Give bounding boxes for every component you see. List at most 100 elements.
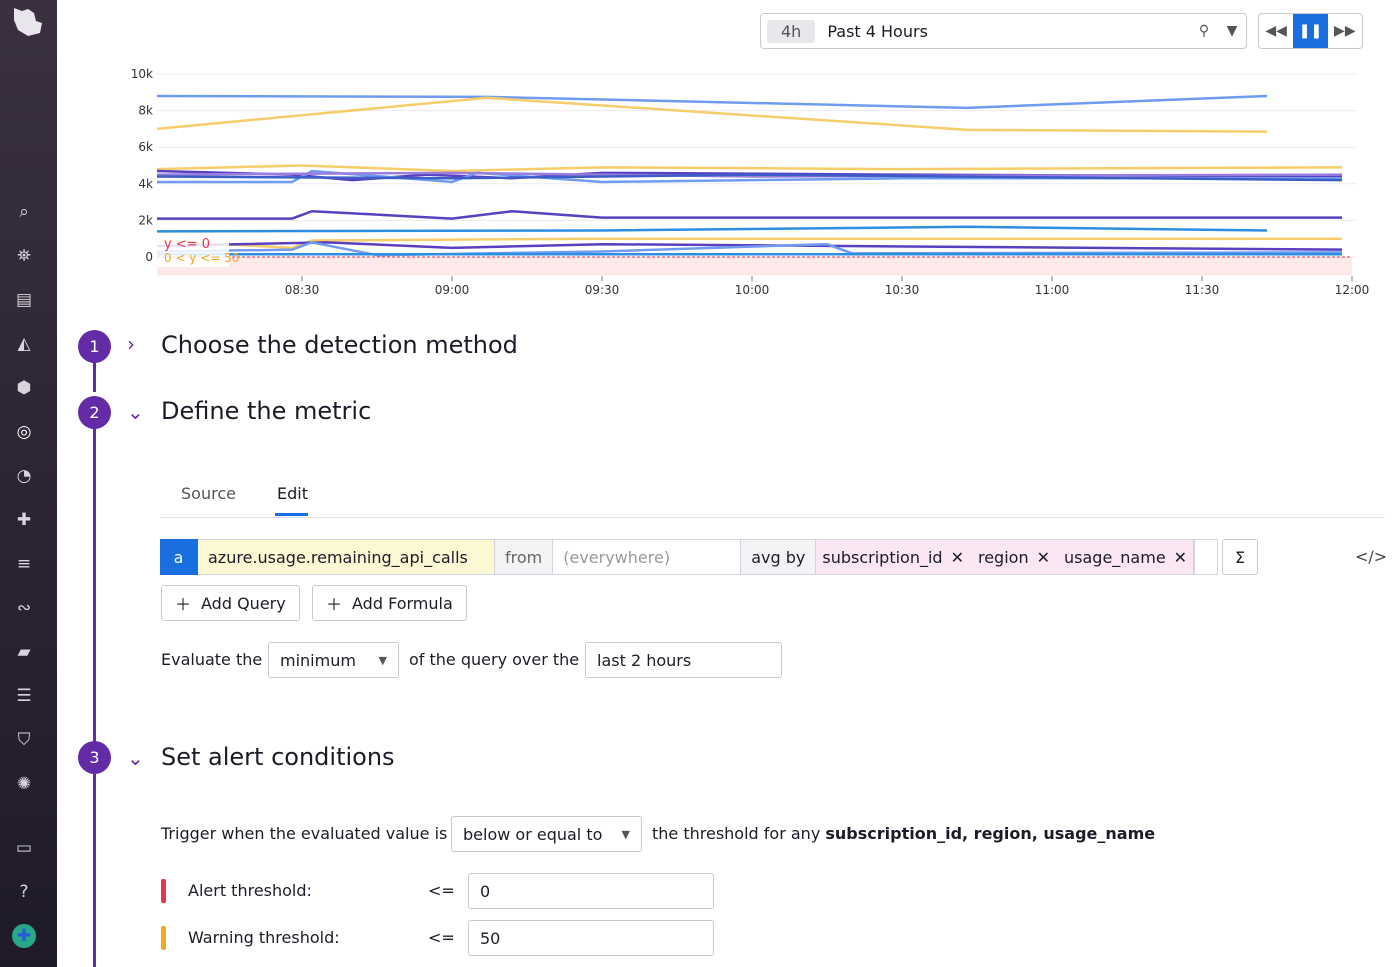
timeframe-label: Past 4 Hours <box>827 21 928 41</box>
remove-tag-icon[interactable]: ✕ <box>1036 547 1050 567</box>
step-1-title[interactable]: Choose the detection method <box>161 331 518 359</box>
scope-input[interactable]: (everywhere) <box>553 539 742 575</box>
chevron-right-icon[interactable]: › <box>127 332 135 356</box>
trigger-suffix: the threshold for any subscription_id, r… <box>652 824 1155 843</box>
aggregation-select[interactable]: minimum ▼ <box>268 642 399 678</box>
pause-button[interactable]: ❚❚ <box>1293 14 1328 48</box>
plus-icon: ＋ <box>175 595 192 614</box>
monitors-icon[interactable]: ◎ <box>16 422 32 442</box>
add-query-label: Add Query <box>201 593 286 613</box>
user-avatar[interactable]: ✚ <box>12 924 36 948</box>
chevron-down-icon[interactable]: ⌄ <box>127 400 144 424</box>
warning-threshold-label: Warning threshold: <box>188 928 340 947</box>
alert-threshold-label: Alert threshold: <box>188 881 312 900</box>
x-tick-label: 12:00 <box>1335 283 1370 297</box>
warning-operator: <= <box>428 928 455 947</box>
x-tick-label: 09:30 <box>585 283 620 297</box>
datadog-logo[interactable] <box>8 4 44 40</box>
x-tick-label: 08:30 <box>285 283 320 297</box>
y-tick-label: 4k <box>138 177 153 191</box>
y-tick-label: 2k <box>138 213 153 227</box>
add-formula-label: Add Formula <box>352 593 453 613</box>
evaluate-prefix: Evaluate the <box>161 650 263 669</box>
caret-down-icon: ▼ <box>378 653 387 667</box>
timeframe-badge: 4h <box>767 19 816 43</box>
add-query-button[interactable]: ＋ Add Query <box>161 585 300 621</box>
step-connector <box>93 428 96 742</box>
x-tick-label: 11:00 <box>1035 283 1070 297</box>
remove-tag-icon[interactable]: ✕ <box>1173 547 1188 567</box>
chat-icon[interactable]: ▭ <box>15 838 33 858</box>
rewind-button[interactable]: ◀◀ <box>1265 23 1287 39</box>
add-formula-button[interactable]: ＋ Add Formula <box>312 585 467 621</box>
hexagons-icon[interactable]: ⬢ <box>16 378 32 398</box>
aggregation-value: minimum <box>280 650 356 670</box>
alert-marker-label: y <= 0 <box>164 237 210 252</box>
pin-icon[interactable]: ⚲ <box>1198 23 1210 39</box>
x-tick-label: 09:00 <box>435 283 470 297</box>
log-search-icon[interactable]: ☰ <box>16 686 32 706</box>
y-tick-label: 10k <box>131 67 153 81</box>
series-line <box>156 171 1343 178</box>
chevron-down-icon[interactable]: ▼ <box>1226 23 1238 39</box>
warning-threshold-input[interactable]: 50 <box>468 920 714 956</box>
active-tab-indicator <box>275 513 308 516</box>
step-3-badge: 3 <box>78 741 111 774</box>
help-icon[interactable]: ? <box>19 882 29 902</box>
playback-controls: ◀◀ ❚❚ ▶▶ <box>1258 13 1363 49</box>
avg-by-label: avg by <box>741 539 817 575</box>
series-line <box>156 94 1268 110</box>
filter-icon[interactable]: ≡ <box>16 554 32 574</box>
sigma-button[interactable]: Σ <box>1222 539 1258 575</box>
tab-source[interactable]: Source <box>181 484 236 503</box>
query-end <box>1194 539 1219 575</box>
trigger-middle: the threshold for any <box>652 824 821 843</box>
code-icon[interactable]: </> <box>1355 547 1388 566</box>
comparator-select[interactable]: below or equal to ▼ <box>451 816 642 852</box>
notebook-icon[interactable]: ▰ <box>17 642 31 662</box>
search-icon[interactable]: ⌕ <box>19 202 29 222</box>
network-icon[interactable]: ✺ <box>16 774 32 794</box>
alert-region <box>157 257 1352 276</box>
evaluate-middle: of the query over the <box>409 650 580 669</box>
y-tick-label: 6k <box>138 140 153 154</box>
series-line <box>156 225 1268 233</box>
step-2-title[interactable]: Define the metric <box>161 397 372 425</box>
remove-tag-icon[interactable]: ✕ <box>950 547 964 567</box>
y-tick-label: 8k <box>138 104 153 118</box>
series-line <box>156 164 1343 173</box>
group-by-tags[interactable]: subscription_id ✕ region ✕ usage_name ✕ <box>816 539 1195 575</box>
metric-input[interactable]: azure.usage.remaining_api_calls <box>198 539 495 575</box>
shield-icon[interactable]: ⛉ <box>17 730 31 750</box>
link-icon[interactable]: ∾ <box>16 598 32 618</box>
step-connector <box>93 362 96 392</box>
area-chart-icon[interactable]: ◭ <box>17 334 31 354</box>
puzzle-icon[interactable]: ✚ <box>16 510 32 530</box>
step-1-badge: 1 <box>78 330 111 363</box>
plus-icon: ＋ <box>326 595 343 614</box>
gauge-icon[interactable]: ◔ <box>16 466 32 486</box>
timeframe-selector[interactable]: 4h Past 4 Hours ⚲ ▼ <box>760 13 1247 49</box>
tag-usage-name: usage_name <box>1064 547 1166 567</box>
from-label: from <box>495 539 554 575</box>
chevron-down-icon[interactable]: ⌄ <box>127 746 144 770</box>
step-2-badge: 2 <box>78 396 111 429</box>
y-tick-label: 0 <box>145 250 153 264</box>
tab-edit[interactable]: Edit <box>277 484 308 503</box>
binoculars-icon[interactable]: ⛯ <box>17 246 31 266</box>
series-line <box>156 241 1343 251</box>
comparator-value: below or equal to <box>463 824 603 844</box>
forward-button[interactable]: ▶▶ <box>1334 23 1356 39</box>
tabs-divider <box>160 517 1385 518</box>
list-icon[interactable]: ▤ <box>15 290 33 310</box>
series-line <box>157 209 1342 220</box>
warning-marker-label: 0 < y <= 50 <box>164 251 239 265</box>
trigger-groups: subscription_id, region, usage_name <box>825 824 1156 843</box>
alert-threshold-input[interactable]: 0 <box>468 873 714 909</box>
alert-color-bar <box>161 879 166 903</box>
step-3-title[interactable]: Set alert conditions <box>161 743 395 771</box>
step-connector <box>93 774 96 967</box>
warning-color-bar <box>161 926 166 950</box>
evaluation-window-input[interactable]: last 2 hours <box>585 642 782 678</box>
series-line <box>156 237 1342 250</box>
